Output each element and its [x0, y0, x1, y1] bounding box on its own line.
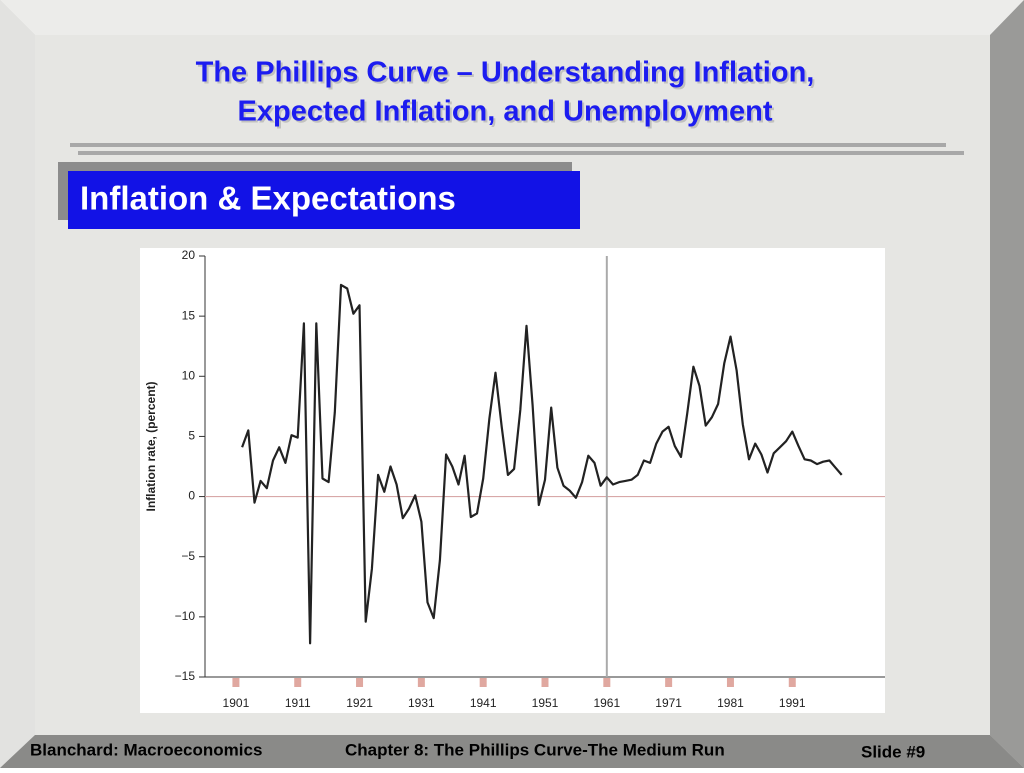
- y-tick-label: 0: [188, 489, 195, 503]
- bevel-right: [990, 0, 1024, 768]
- title-line: Expected Inflation, and Unemployment: [238, 96, 773, 128]
- x-tick: [603, 678, 611, 687]
- y-tick-label: −5: [181, 549, 195, 563]
- title-line: The Phillips Curve – Understanding Infla…: [196, 57, 815, 89]
- x-tick-label: 1941: [470, 696, 497, 710]
- x-tick: [294, 678, 302, 687]
- x-tick-label: 1901: [223, 696, 250, 710]
- x-tick-label: 1931: [408, 696, 435, 710]
- x-tick-label: 1911: [285, 696, 311, 710]
- x-tick-label: 1991: [779, 696, 806, 710]
- data-line: [241, 283, 843, 645]
- x-tick-label: 1981: [717, 696, 744, 710]
- bevel-top: [0, 0, 1024, 35]
- title-shadow: Expected Inflation, and Unemployment: [240, 98, 775, 130]
- y-tick-label: −10: [175, 609, 196, 623]
- x-tick: [726, 678, 734, 687]
- x-tick: [541, 678, 549, 687]
- y-tick-label: 10: [182, 368, 196, 382]
- x-tick-label: 1951: [532, 696, 559, 710]
- y-tick-label: 5: [188, 429, 195, 443]
- x-tick: [788, 678, 796, 687]
- footer-right: Slide #9: [861, 742, 925, 761]
- x-tick: [665, 678, 673, 687]
- y-tick-label: 15: [182, 308, 196, 322]
- x-tick: [479, 678, 487, 687]
- x-tick-label: 1921: [346, 696, 373, 710]
- x-tick: [417, 678, 425, 687]
- y-tick-label: −15: [175, 669, 196, 683]
- chart-area: [140, 248, 885, 713]
- y-axis-label: Inflation rate, (percent): [144, 381, 158, 511]
- x-tick-label: 1961: [593, 696, 620, 710]
- bevel-bottom: [0, 735, 1024, 768]
- section-title: Inflation & Expectations: [80, 180, 456, 217]
- y-tick-label: 20: [182, 248, 196, 262]
- x-tick: [356, 678, 364, 687]
- title-shadow: The Phillips Curve – Understanding Infla…: [198, 59, 817, 91]
- x-tick-label: 1971: [655, 696, 682, 710]
- footer-left: Blanchard: Macroeconomics: [30, 740, 262, 759]
- section-box: [68, 171, 580, 229]
- x-tick: [232, 678, 240, 687]
- bevel-left: [0, 0, 35, 768]
- footer-center: Chapter 8: The Phillips Curve-The Medium…: [345, 740, 725, 759]
